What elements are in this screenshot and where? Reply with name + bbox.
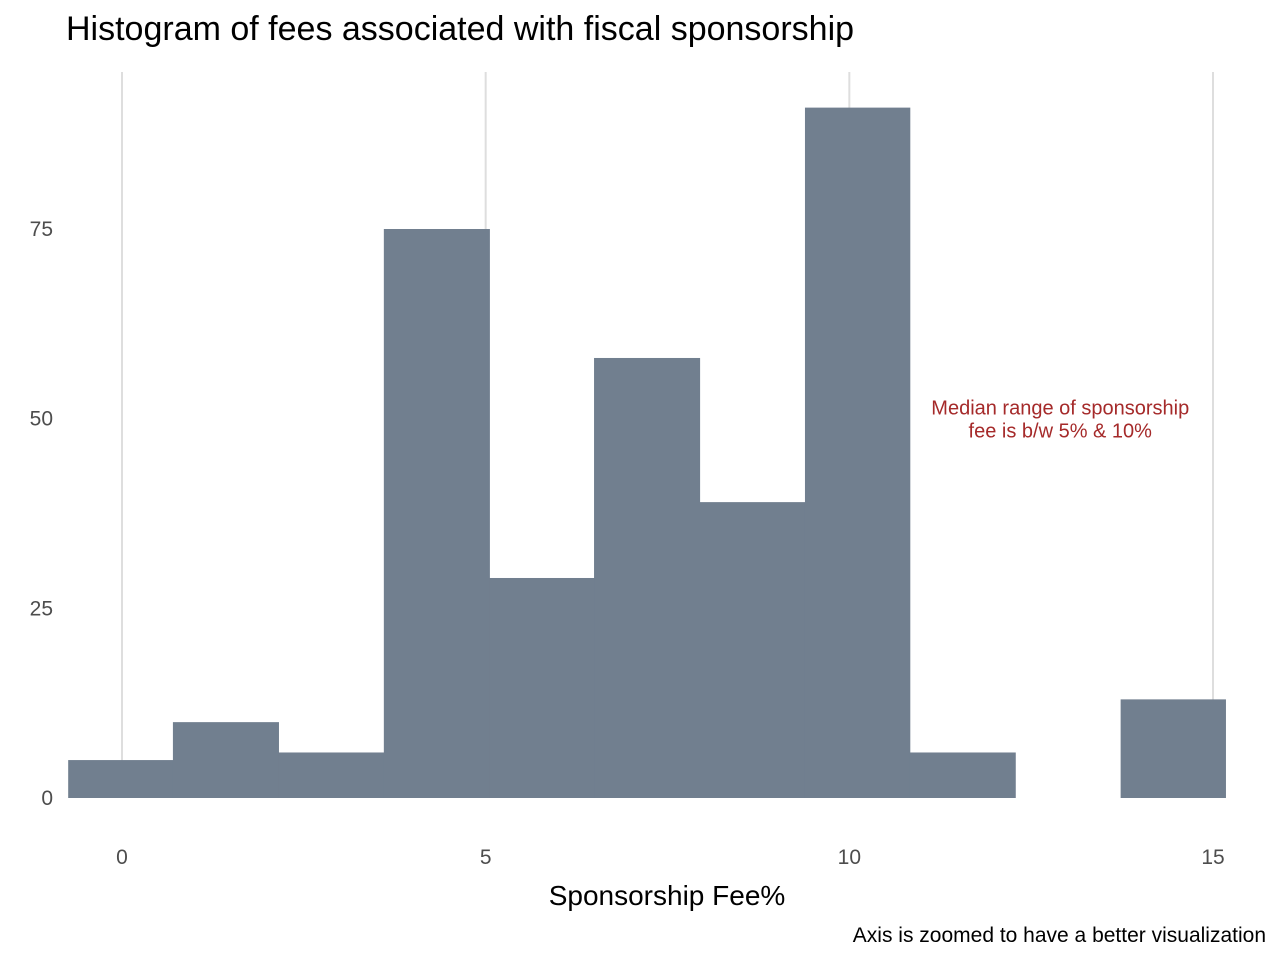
x-tick-label-5: 5 [480, 846, 492, 869]
x-axis-title: Sponsorship Fee% [549, 880, 786, 911]
histogram-bar-2 [278, 752, 385, 798]
histogram-bars [68, 107, 1226, 798]
y-tick-label-75: 75 [30, 218, 53, 241]
x-axis-ticks: 0 5 10 15 [116, 846, 1225, 869]
y-tick-label-0: 0 [41, 787, 53, 810]
histogram-bar-1 [172, 722, 279, 798]
chart-caption: Axis is zoomed to have a better visualiz… [853, 924, 1266, 947]
y-tick-label-50: 50 [30, 408, 53, 431]
histogram-bar-7 [804, 107, 911, 798]
histogram-bar-0 [68, 760, 174, 798]
annotation-line-1: Median range of sponsorship [931, 398, 1189, 420]
histogram-bar-6 [699, 502, 806, 798]
annotation-line-2: fee is b/w 5% & 10% [969, 421, 1153, 443]
histogram-bar-5 [594, 357, 701, 798]
histogram-bar-8 [909, 752, 1016, 798]
histogram-bar-10 [1120, 699, 1226, 798]
x-tick-label-15: 15 [1201, 846, 1224, 869]
y-tick-label-25: 25 [30, 597, 53, 620]
histogram-bar-3 [383, 229, 490, 798]
y-axis-ticks: 0 25 50 75 [30, 218, 53, 810]
histogram-bar-4 [489, 577, 595, 798]
chart-title: Histogram of fees associated with fiscal… [66, 10, 854, 48]
x-tick-label-10: 10 [838, 846, 861, 869]
x-tick-label-0: 0 [116, 846, 128, 869]
